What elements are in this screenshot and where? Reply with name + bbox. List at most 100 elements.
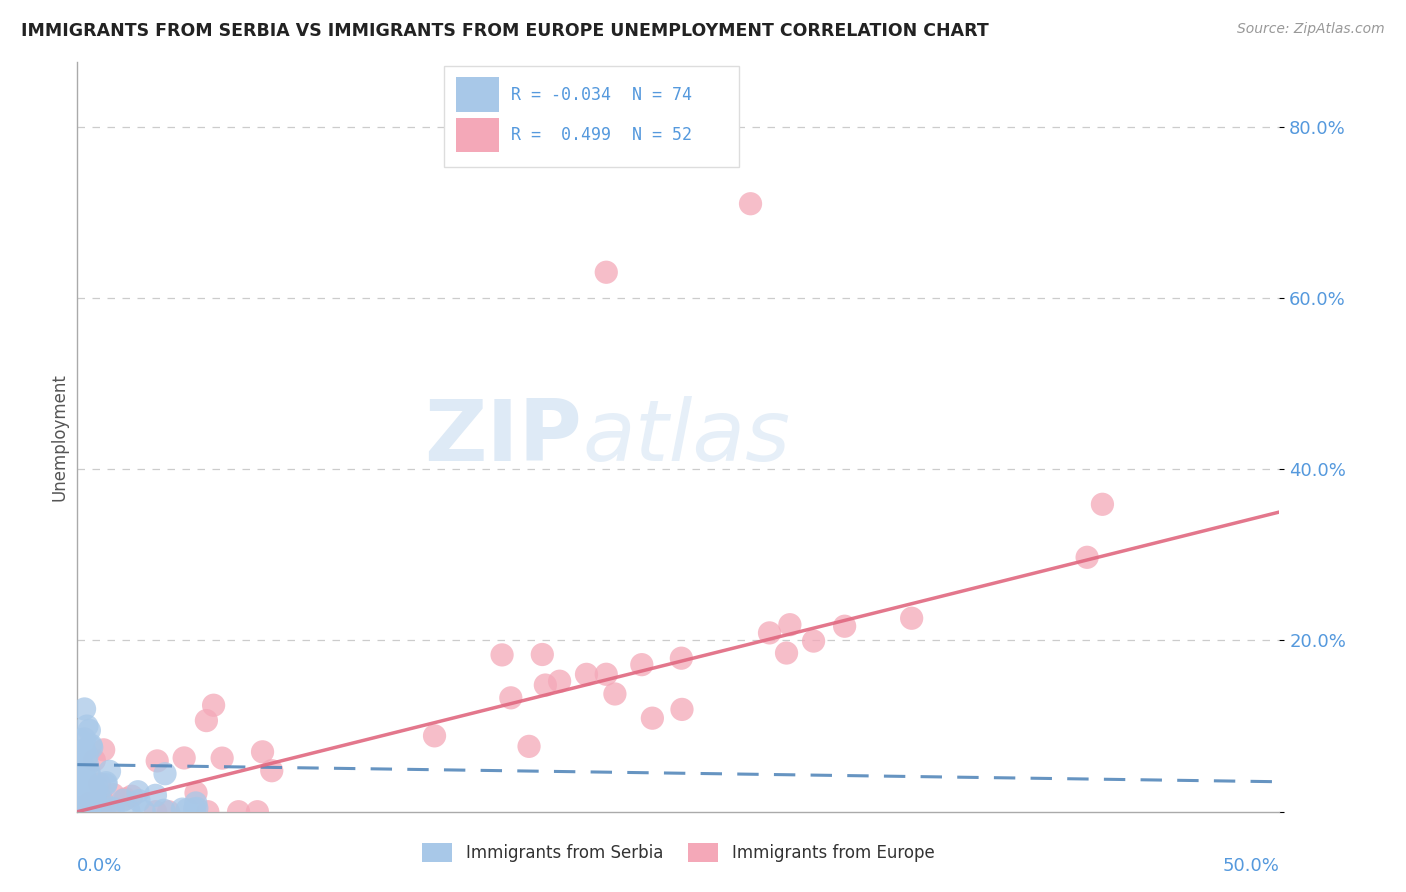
Legend: Immigrants from Serbia, Immigrants from Europe: Immigrants from Serbia, Immigrants from … bbox=[415, 835, 942, 871]
Point bbox=[252, 745, 274, 759]
Point bbox=[66, 800, 89, 814]
Point bbox=[127, 785, 149, 799]
Point bbox=[534, 678, 557, 692]
Point bbox=[114, 792, 136, 806]
Point bbox=[260, 764, 283, 778]
Point bbox=[103, 788, 125, 802]
Point bbox=[98, 805, 121, 819]
Point bbox=[517, 739, 540, 754]
Point bbox=[69, 797, 91, 811]
Point bbox=[184, 786, 207, 800]
Point bbox=[73, 731, 96, 746]
Point bbox=[183, 802, 205, 816]
Point bbox=[671, 702, 693, 716]
Point bbox=[72, 745, 94, 759]
Point bbox=[87, 805, 110, 819]
Point bbox=[202, 698, 225, 713]
Point bbox=[69, 801, 91, 815]
Point bbox=[82, 791, 104, 805]
Point bbox=[641, 711, 664, 725]
Point bbox=[75, 803, 97, 817]
Point bbox=[73, 770, 96, 784]
Point bbox=[195, 714, 218, 728]
Point bbox=[79, 796, 101, 810]
Point bbox=[93, 743, 115, 757]
Point bbox=[70, 780, 93, 795]
Point bbox=[575, 667, 598, 681]
Point bbox=[83, 781, 105, 796]
Point bbox=[82, 805, 104, 819]
Point bbox=[69, 801, 91, 815]
Point bbox=[76, 719, 98, 733]
FancyBboxPatch shape bbox=[444, 66, 738, 168]
Point bbox=[145, 805, 167, 819]
Point bbox=[548, 674, 571, 689]
Point bbox=[90, 792, 112, 806]
Point bbox=[803, 634, 825, 648]
Point bbox=[73, 774, 96, 789]
Point bbox=[70, 785, 93, 799]
Point bbox=[72, 771, 94, 785]
Text: N = 74: N = 74 bbox=[631, 86, 692, 103]
Point bbox=[603, 687, 626, 701]
Point bbox=[73, 783, 96, 797]
Point bbox=[73, 771, 96, 785]
Point bbox=[93, 804, 115, 818]
Point bbox=[900, 611, 922, 625]
Point bbox=[77, 765, 100, 780]
Point bbox=[94, 778, 117, 792]
Point bbox=[76, 791, 98, 805]
Y-axis label: Unemployment: Unemployment bbox=[51, 373, 69, 501]
Point bbox=[531, 648, 554, 662]
Point bbox=[80, 805, 103, 819]
Point bbox=[197, 805, 219, 819]
Point bbox=[671, 651, 693, 665]
Text: atlas: atlas bbox=[582, 395, 790, 479]
Point bbox=[172, 802, 194, 816]
Point bbox=[75, 801, 97, 815]
Point bbox=[146, 754, 169, 768]
Point bbox=[740, 196, 762, 211]
Point bbox=[153, 803, 176, 817]
Point bbox=[76, 758, 98, 772]
Point bbox=[112, 793, 135, 807]
Text: R =  0.499: R = 0.499 bbox=[512, 126, 612, 145]
Point bbox=[186, 801, 208, 815]
Point bbox=[79, 804, 101, 818]
Point bbox=[69, 733, 91, 747]
Point bbox=[72, 792, 94, 806]
Point bbox=[67, 797, 90, 811]
Point bbox=[84, 793, 107, 807]
Point bbox=[779, 617, 801, 632]
Point bbox=[630, 657, 652, 672]
Point bbox=[128, 794, 150, 808]
Point bbox=[72, 804, 94, 818]
FancyBboxPatch shape bbox=[456, 118, 499, 153]
Point bbox=[157, 805, 180, 819]
Point bbox=[80, 738, 103, 752]
Text: IMMIGRANTS FROM SERBIA VS IMMIGRANTS FROM EUROPE UNEMPLOYMENT CORRELATION CHART: IMMIGRANTS FROM SERBIA VS IMMIGRANTS FRO… bbox=[21, 22, 988, 40]
Point bbox=[76, 775, 98, 789]
Point bbox=[75, 797, 97, 811]
Point bbox=[98, 764, 121, 779]
Point bbox=[82, 789, 104, 803]
Text: R = -0.034: R = -0.034 bbox=[512, 86, 612, 103]
Point bbox=[153, 766, 176, 780]
Point bbox=[70, 772, 93, 787]
Point bbox=[90, 805, 112, 819]
Text: Source: ZipAtlas.com: Source: ZipAtlas.com bbox=[1237, 22, 1385, 37]
Text: 0.0%: 0.0% bbox=[77, 856, 122, 875]
Point bbox=[134, 805, 156, 819]
Point bbox=[96, 775, 118, 789]
Point bbox=[72, 760, 94, 774]
Point bbox=[595, 265, 617, 279]
Text: 50.0%: 50.0% bbox=[1223, 856, 1279, 875]
Point bbox=[70, 757, 93, 772]
Text: ZIP: ZIP bbox=[425, 395, 582, 479]
Point bbox=[775, 646, 797, 660]
Point bbox=[89, 789, 111, 803]
Point bbox=[67, 793, 90, 807]
Point bbox=[1091, 497, 1114, 511]
Point bbox=[83, 796, 105, 810]
Point bbox=[184, 796, 207, 810]
